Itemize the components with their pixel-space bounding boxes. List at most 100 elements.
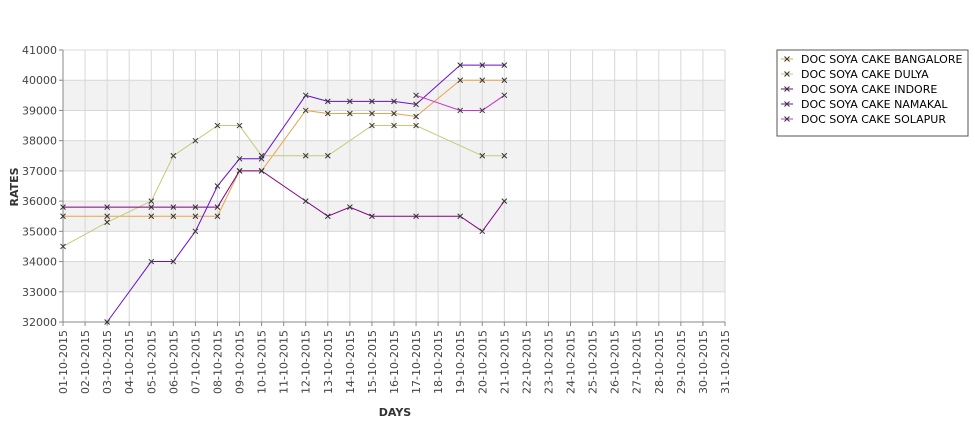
y-axis-title: RATES [8, 167, 21, 206]
data-point-marker [457, 77, 464, 84]
data-point-marker [479, 107, 486, 114]
legend: DOC SOYA CAKE BANGALORE DOC SOYA CAKE DUL… [776, 49, 969, 137]
x-tick-label: 31-10-2015 [719, 330, 732, 394]
x-tick-label: 16-10-2015 [388, 330, 401, 394]
legend-swatch-marker [784, 116, 790, 122]
data-point-marker [457, 213, 464, 220]
x-tick-label: 18-10-2015 [432, 330, 445, 394]
data-point-marker [324, 98, 331, 105]
data-point-marker [170, 152, 177, 159]
legend-item: DOC SOYA CAKE SOLAPUR [781, 113, 946, 126]
data-point-marker [148, 258, 155, 265]
x-tick-label: 29-10-2015 [675, 330, 688, 394]
data-point-marker [60, 243, 66, 250]
data-point-marker [324, 110, 331, 117]
data-point-marker [501, 198, 508, 204]
legend-label: DOC SOYA CAKE INDORE [801, 83, 937, 96]
x-tick-label: 13-10-2015 [322, 330, 335, 394]
data-point-marker [192, 228, 199, 235]
data-point-marker [413, 92, 419, 99]
x-tick-label: 06-10-2015 [167, 330, 180, 394]
x-tick-label: 07-10-2015 [189, 330, 202, 394]
x-tick-label: 12-10-2015 [300, 330, 313, 394]
legend-item: DOC SOYA CAKE BANGALORE [781, 53, 962, 66]
series-line [63, 170, 505, 233]
data-point-marker [347, 98, 353, 105]
data-point-marker [413, 101, 419, 108]
x-tick-label: 14-10-2015 [344, 330, 357, 394]
x-tick-label: 15-10-2015 [366, 330, 379, 394]
data-point-marker [413, 122, 419, 129]
legend-item: DOC SOYA CAKE NAMAKAL [781, 98, 948, 111]
data-point-marker [214, 183, 221, 189]
x-tick-label: 19-10-2015 [454, 330, 467, 394]
data-point-marker [170, 213, 177, 220]
data-point-marker [60, 204, 66, 211]
data-point-marker [170, 258, 177, 265]
x-tick-label: 05-10-2015 [145, 330, 158, 394]
data-point-marker [258, 155, 265, 162]
x-tick-label: 21-10-2015 [498, 330, 511, 394]
legend-swatch-marker [784, 101, 790, 107]
series-line [415, 94, 505, 111]
x-tick-label: 23-10-2015 [542, 330, 555, 394]
data-point-marker [302, 92, 309, 99]
data-point-marker [148, 204, 155, 211]
series-doc-soya-cake-bangalore [60, 77, 508, 220]
x-tick-label: 26-10-2015 [609, 330, 622, 394]
data-point-marker [236, 155, 243, 162]
legend-item: DOC SOYA CAKE DULYA [781, 68, 929, 81]
series-doc-soya-cake-dulya [60, 122, 508, 250]
legend-swatch-marker [784, 71, 790, 77]
x-tick-label: 17-10-2015 [410, 330, 423, 394]
x-tick-label: 28-10-2015 [653, 330, 666, 394]
data-point-marker [214, 122, 221, 129]
data-point-marker [501, 92, 508, 99]
data-point-marker [413, 113, 419, 120]
x-tick-label: 20-10-2015 [476, 330, 489, 394]
legend-label: DOC SOYA CAKE NAMAKAL [801, 98, 948, 111]
x-tick-label: 04-10-2015 [123, 330, 136, 394]
x-tick-label: 30-10-2015 [697, 330, 710, 394]
data-point-marker [391, 122, 397, 129]
y-tick-label: 37000 [22, 165, 57, 178]
data-point-marker [302, 152, 309, 159]
data-point-marker [369, 122, 375, 129]
data-point-marker [148, 198, 155, 204]
axes [59, 49, 726, 326]
y-tick-label: 40000 [22, 74, 57, 87]
y-tick-label: 35000 [22, 225, 57, 238]
x-tick-label: 11-10-2015 [278, 330, 291, 394]
legend-label: DOC SOYA CAKE SOLAPUR [801, 113, 946, 126]
y-tick-label: 41000 [22, 44, 57, 57]
x-axis-title: DAYS [379, 406, 412, 419]
data-point-marker [104, 213, 110, 220]
legend-swatch-marker [784, 86, 790, 92]
y-tick-label: 36000 [22, 195, 57, 208]
data-point-marker [479, 62, 486, 68]
data-point-marker [192, 204, 199, 211]
legend-box [776, 49, 969, 137]
x-tick-label: 02-10-2015 [79, 330, 92, 394]
x-tick-label: 25-10-2015 [587, 330, 600, 394]
x-tick-label: 22-10-2015 [520, 330, 533, 394]
data-point-marker [369, 98, 375, 105]
data-point-marker [258, 168, 265, 174]
x-tick-label: 09-10-2015 [234, 330, 247, 394]
series-line [106, 64, 505, 323]
data-point-marker [302, 198, 309, 204]
data-point-marker [104, 319, 110, 325]
data-point-marker [324, 152, 331, 159]
data-point-marker [479, 77, 486, 84]
series-doc-soya-cake-namakal [104, 62, 508, 325]
x-tick-label: 01-10-2015 [57, 330, 70, 394]
data-point-marker [457, 107, 464, 114]
legend-item: DOC SOYA CAKE INDORE [781, 83, 937, 96]
x-tick-label: 08-10-2015 [211, 330, 224, 394]
y-tick-label: 38000 [22, 135, 57, 148]
data-point-marker [192, 137, 199, 144]
data-point-marker [104, 219, 110, 226]
x-tick-label: 24-10-2015 [565, 330, 578, 394]
data-point-marker [214, 204, 221, 211]
